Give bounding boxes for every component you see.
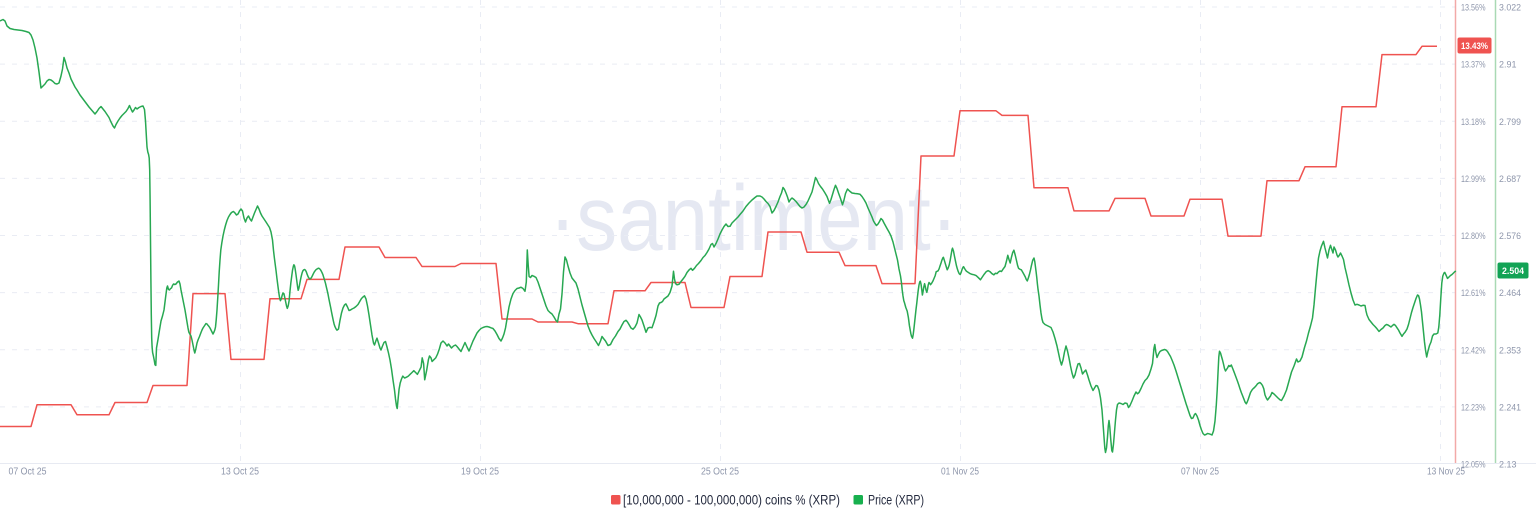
svg-text:3.022: 3.022	[1499, 3, 1521, 14]
svg-text:2.91: 2.91	[1499, 60, 1517, 71]
svg-text:[10,000,000 - 100,000,000) coi: [10,000,000 - 100,000,000) coins % (XRP)	[623, 492, 840, 508]
svg-text:25 Oct 25: 25 Oct 25	[701, 467, 739, 478]
svg-text:07 Nov 25: 07 Nov 25	[1181, 467, 1219, 478]
svg-text:12.61%: 12.61%	[1461, 288, 1486, 299]
svg-text:2.241: 2.241	[1499, 402, 1521, 413]
svg-text:2.576: 2.576	[1499, 231, 1521, 242]
svg-text:13.37%: 13.37%	[1461, 60, 1486, 71]
svg-text:01 Nov 25: 01 Nov 25	[941, 467, 979, 478]
svg-text:2.504: 2.504	[1502, 266, 1525, 277]
svg-text:12.05%: 12.05%	[1461, 460, 1486, 471]
svg-text:2.687: 2.687	[1499, 174, 1521, 185]
svg-text:07 Oct 25: 07 Oct 25	[9, 467, 47, 478]
svg-text:Price (XRP): Price (XRP)	[868, 492, 924, 508]
svg-text:13.43%: 13.43%	[1461, 41, 1488, 52]
svg-text:2.799: 2.799	[1499, 117, 1521, 128]
svg-text:·santiment·: ·santiment·	[549, 166, 958, 270]
svg-text:2.464: 2.464	[1499, 288, 1521, 299]
svg-text:12.23%: 12.23%	[1461, 402, 1486, 413]
svg-text:13 Oct 25: 13 Oct 25	[221, 467, 259, 478]
svg-text:13 Nov 25: 13 Nov 25	[1427, 467, 1465, 478]
svg-text:13.56%: 13.56%	[1461, 3, 1486, 14]
svg-text:2.353: 2.353	[1499, 345, 1521, 356]
svg-text:13.18%: 13.18%	[1461, 117, 1486, 128]
svg-text:19 Oct 25: 19 Oct 25	[461, 467, 499, 478]
svg-text:12.80%: 12.80%	[1461, 231, 1486, 242]
svg-text:12.42%: 12.42%	[1461, 345, 1486, 356]
svg-text:12.99%: 12.99%	[1461, 174, 1486, 185]
svg-text:2.13: 2.13	[1499, 460, 1517, 471]
